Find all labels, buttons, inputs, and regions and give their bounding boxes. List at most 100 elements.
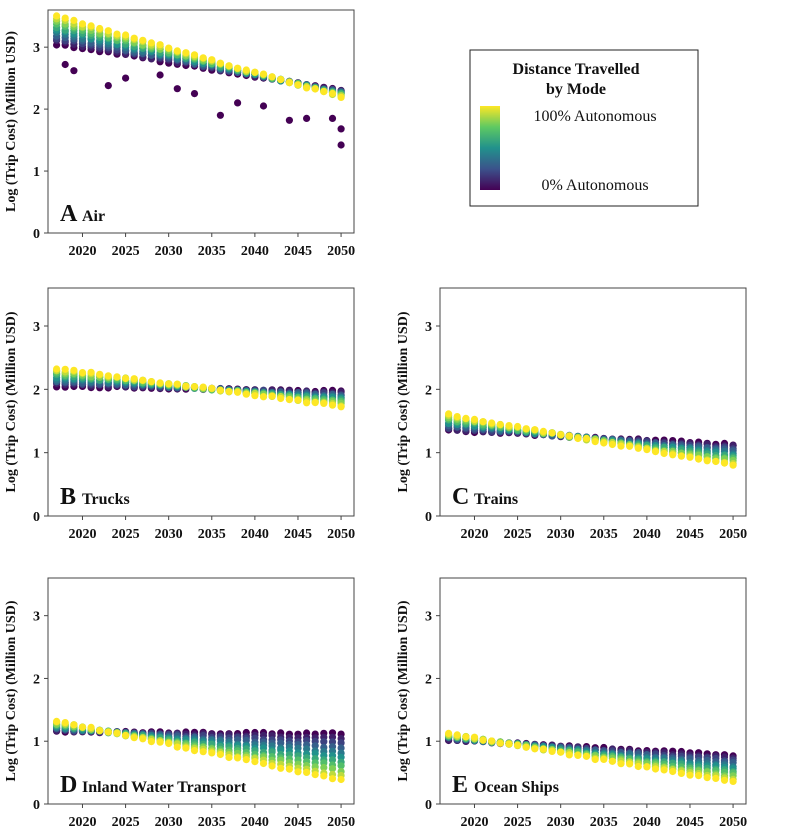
data-point <box>156 71 164 79</box>
x-tick-label: 2040 <box>241 244 269 259</box>
x-tick-label: 2040 <box>633 527 661 542</box>
data-point <box>600 755 608 764</box>
plot-frame <box>47 287 355 517</box>
data-point <box>147 738 155 746</box>
data-point <box>190 51 199 59</box>
data-point <box>634 762 642 771</box>
panel-e: 0 1 2 3 2020 2025 2030 2035 2040 2045 2050 Log (Tri… <box>396 577 747 830</box>
panel-title: Ocean Ships <box>474 779 559 796</box>
data-point <box>285 116 293 124</box>
data-point <box>216 59 224 67</box>
data-point <box>199 383 207 391</box>
data-point <box>505 740 513 748</box>
x-tick-label: 2020 <box>68 244 96 259</box>
x-tick-label: 2045 <box>284 527 312 542</box>
legend-title-line2: by Mode <box>546 81 606 98</box>
data-point <box>259 759 268 768</box>
panel-a: 0 1 2 3 2020 2025 2030 2035 2040 2045 2050 Log (Tri… <box>4 9 355 259</box>
data-point <box>320 399 328 407</box>
data-point <box>242 390 250 398</box>
data-point <box>591 438 599 446</box>
x-tick-label: 2050 <box>327 815 355 830</box>
x-tick-label: 2035 <box>198 527 226 542</box>
legend-high-label: 100% Autonomous <box>533 108 656 125</box>
x-tick-label: 2045 <box>676 815 704 830</box>
x-tick-label: 2020 <box>460 815 488 830</box>
data-point <box>470 733 479 741</box>
data-point <box>643 446 651 454</box>
x-tick-label: 2040 <box>241 527 269 542</box>
y-tick-label: 2 <box>425 383 432 398</box>
y-tick-label: 0 <box>33 798 40 813</box>
data-point <box>277 394 285 403</box>
data-point <box>165 44 173 52</box>
data-point <box>277 76 285 84</box>
data-point <box>53 717 61 726</box>
data-point <box>216 386 224 394</box>
data-point <box>87 22 95 30</box>
x-tick-label: 2050 <box>327 527 355 542</box>
y-tick-label: 2 <box>425 672 432 687</box>
y-axis-label: Log (Trip Cost) (Million USD) <box>4 311 19 492</box>
y-tick-label: 0 <box>33 227 40 242</box>
data-point <box>190 747 199 755</box>
legend-title-line1: Distance Travelled <box>513 61 640 78</box>
data-point <box>445 410 453 418</box>
x-tick-label: 2030 <box>547 527 575 542</box>
data-point <box>78 369 87 377</box>
data-point <box>268 73 276 81</box>
data-point <box>479 418 487 426</box>
data-point <box>677 452 686 460</box>
data-point <box>337 744 345 752</box>
plot-frame <box>439 287 747 517</box>
data-point <box>199 748 207 756</box>
data-point <box>173 380 181 388</box>
data-point <box>259 102 268 110</box>
data-point <box>285 765 293 773</box>
data-point <box>122 374 130 383</box>
data-point <box>225 753 233 762</box>
data-point <box>669 451 677 459</box>
data-point <box>531 426 539 434</box>
data-point <box>311 749 319 758</box>
data-point <box>173 85 181 93</box>
panel-d: 0 1 2 3 2020 2025 2030 2035 2040 2045 2050 Log (Tri… <box>4 577 355 830</box>
data-point <box>173 47 181 55</box>
data-point <box>268 392 276 400</box>
data-point <box>677 769 686 778</box>
plot-frame <box>47 577 355 805</box>
x-tick-label: 2035 <box>198 815 226 830</box>
data-point <box>703 774 711 782</box>
data-point <box>70 721 78 729</box>
data-point <box>320 88 328 96</box>
x-tick-label: 2020 <box>68 527 96 542</box>
data-point <box>522 743 530 751</box>
data-point <box>320 763 328 772</box>
y-tick-label: 3 <box>425 610 432 625</box>
data-point <box>712 774 720 783</box>
data-point <box>190 383 199 391</box>
data-point <box>234 64 242 72</box>
data-point <box>259 393 268 401</box>
panel-title: Trains <box>474 491 518 508</box>
data-point <box>87 723 95 732</box>
data-point <box>303 84 311 92</box>
data-point <box>242 756 250 764</box>
y-axis-label: Log (Trip Cost) (Million USD) <box>396 311 411 492</box>
data-point <box>122 31 130 39</box>
data-point <box>173 743 181 751</box>
data-point <box>147 378 155 386</box>
data-point <box>311 771 319 779</box>
data-point <box>600 439 608 447</box>
data-point <box>328 401 337 409</box>
data-point <box>251 68 259 76</box>
data-point <box>53 12 61 20</box>
data-point <box>720 776 729 784</box>
data-point <box>234 388 242 396</box>
data-point <box>479 736 487 744</box>
y-tick-label: 3 <box>33 320 40 335</box>
y-tick-label: 2 <box>33 103 40 118</box>
data-point <box>539 745 548 753</box>
